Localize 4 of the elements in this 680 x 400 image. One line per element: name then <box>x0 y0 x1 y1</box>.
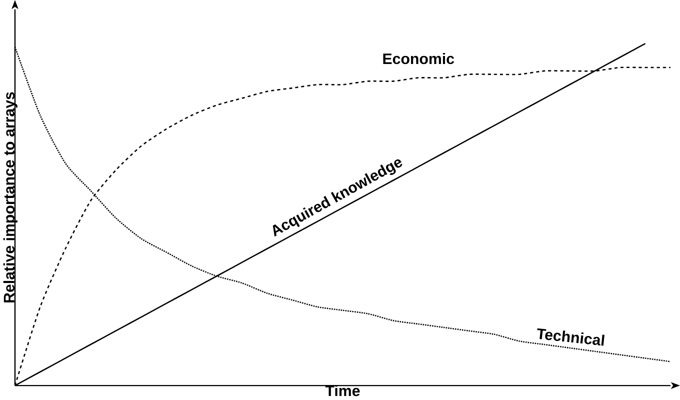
text: Technical <box>537 328 604 346</box>
x-axis-title: Time <box>325 385 360 396</box>
series-label: Economic <box>383 53 454 64</box>
y-axis-title: Relative importance to arrays <box>3 92 18 303</box>
